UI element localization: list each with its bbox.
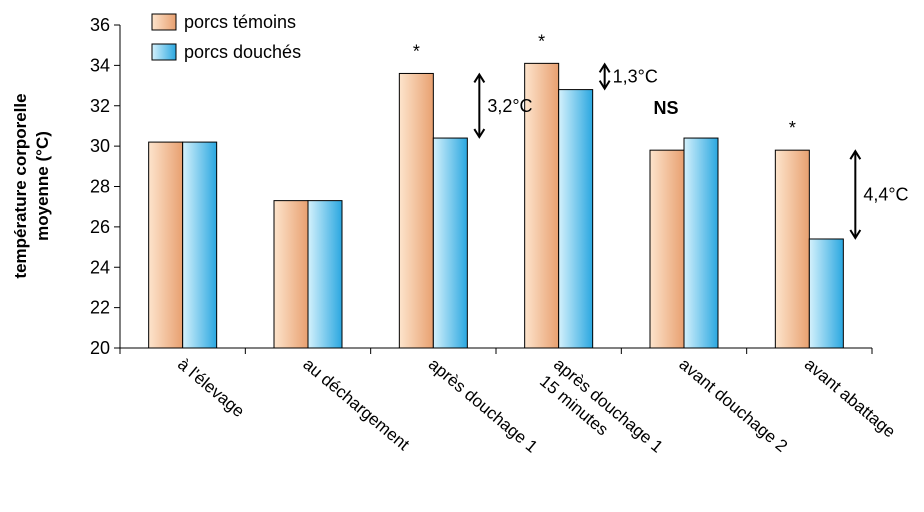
- bar-series-2: [683, 137, 719, 349]
- arrow-head-up-icon: [473, 72, 486, 83]
- arrow-head-up-icon: [598, 62, 611, 73]
- significance-label: NS: [653, 98, 678, 118]
- significance-label: *: [789, 118, 796, 138]
- y-axis-title-line: température corporelle: [11, 93, 30, 278]
- y-tick-label: 26: [90, 217, 110, 237]
- significance-label: *: [413, 41, 420, 61]
- y-tick-label: 24: [90, 257, 110, 277]
- difference-label: 3,2°C: [487, 96, 532, 116]
- bar-series-2: [307, 200, 343, 349]
- x-category-label: avant abattage: [801, 355, 899, 442]
- bar-series-2: [432, 137, 468, 349]
- bar-series-1: [649, 149, 685, 349]
- x-category-label: avant douchage 2: [675, 355, 791, 456]
- y-tick-label: 36: [90, 15, 110, 35]
- y-axis-title-line: moyenne (°C): [33, 131, 52, 241]
- bar-series-1: [774, 149, 810, 349]
- legend-swatch-2: [151, 43, 177, 61]
- difference-label: 1,3°C: [613, 66, 658, 86]
- annotations: * 3,2°C * 1,3°C NS * 4,4°C: [413, 31, 909, 240]
- legend-label-1: porcs témoins: [184, 12, 296, 32]
- y-tick-label: 30: [90, 136, 110, 156]
- arrow-head-down-icon: [598, 80, 611, 91]
- y-axis: 20 22 24 26 28 30 32 34 36 température corporelle…: [11, 15, 121, 358]
- y-tick-label: 32: [90, 96, 110, 116]
- y-axis-title: température corporelle moyenne (°C): [11, 93, 52, 278]
- y-tick-label: 20: [90, 338, 110, 358]
- bars: [148, 62, 844, 349]
- bar-series-2: [808, 238, 844, 349]
- legend-swatch-1: [151, 13, 177, 31]
- bar-series-2: [182, 141, 218, 349]
- legend-label-2: porcs douchés: [184, 42, 301, 62]
- y-tick-label: 22: [90, 298, 110, 318]
- x-category-label: à l'élevage: [174, 355, 248, 421]
- bar-series-1: [524, 62, 560, 349]
- x-axis: à l'élevage au déchargement après douchage…: [119, 347, 899, 457]
- x-category-label: au déchargement: [299, 355, 413, 455]
- bar-series-1: [148, 141, 184, 349]
- legend: porcs témoins porcs douchés: [151, 12, 301, 62]
- bar-series-1: [273, 200, 309, 349]
- bar-series-2: [558, 89, 594, 349]
- y-tick-label: 28: [90, 177, 110, 197]
- arrow-head-down-icon: [849, 229, 862, 240]
- significance-label: *: [538, 31, 545, 51]
- x-category-label: après douchage 1: [425, 355, 541, 457]
- bar-series-1: [398, 72, 434, 349]
- y-tick-label: 34: [90, 55, 110, 75]
- difference-label: 4,4°C: [863, 185, 908, 205]
- arrow-head-down-icon: [473, 128, 486, 139]
- arrow-head-up-icon: [849, 149, 862, 160]
